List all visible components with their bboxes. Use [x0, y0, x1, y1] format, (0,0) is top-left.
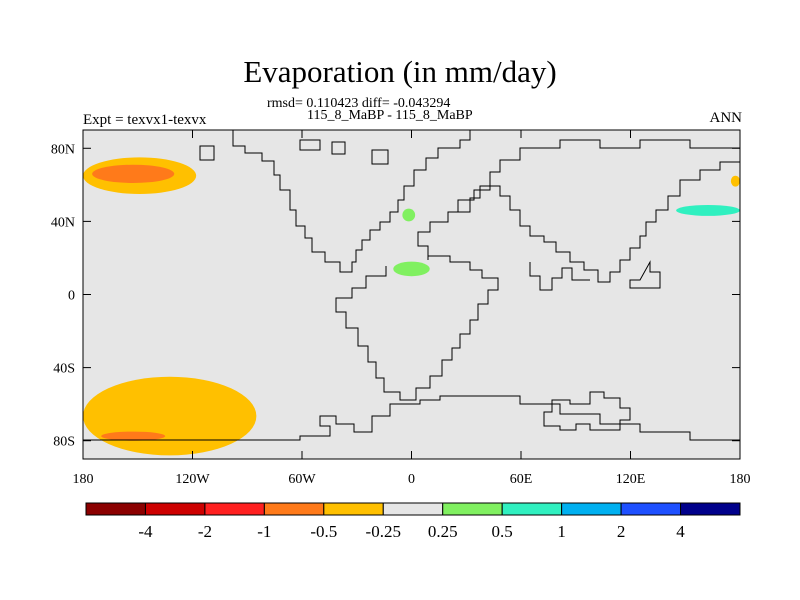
- colorbar-swatch: [85, 502, 146, 516]
- x-tick-label: 0: [408, 472, 415, 487]
- colorbar-swatch: [561, 502, 622, 516]
- season-label: ANN: [709, 110, 743, 126]
- colorbar-swatch: [144, 502, 206, 516]
- colorbar-label: 1: [557, 522, 566, 541]
- x-tick-label: 120E: [616, 472, 646, 487]
- colorbar-label: -2: [198, 522, 212, 541]
- colorbar-label: 2: [617, 522, 626, 541]
- colorbar-label: 0.5: [492, 522, 513, 541]
- colorbar-swatch: [263, 502, 325, 516]
- colorbar-swatch: [501, 502, 563, 516]
- colorbar-label: 4: [676, 522, 685, 541]
- anomaly-layer: [83, 157, 740, 456]
- colorbar: -4 -2 -1 -0.5 -0.25 0.25 0.5 1 2 4: [85, 502, 741, 541]
- colorbar-swatch: [382, 502, 444, 516]
- colorbar-label: -0.5: [310, 522, 337, 541]
- coastlines: [83, 130, 740, 441]
- y-tick-label: 40S: [53, 362, 75, 377]
- experiment-name: 115_8_MaBP - 115_8_MaBP: [307, 108, 473, 123]
- anomaly-region-3: [83, 376, 257, 456]
- y-tick-label: 80S: [53, 435, 75, 450]
- colorbar-label: 0.25: [428, 522, 458, 541]
- colorbar-label: -0.25: [366, 522, 401, 541]
- axes: 180 120W 60W 0 60E 120E 180 80N 40N 0 40S 80S: [51, 130, 751, 487]
- stats-subtitle: rmsd= 0.110423 diff= -0.043294: [267, 96, 451, 111]
- left-label: Expt = texvx1-texvx: [83, 112, 207, 128]
- x-tick-label: 120W: [175, 472, 210, 487]
- colorbar-swatch: [620, 502, 682, 516]
- anomaly-region-4: [101, 431, 166, 441]
- x-tick-label: 60W: [288, 472, 316, 487]
- anomaly-region-7: [393, 261, 430, 277]
- colorbar-swatch: [323, 502, 384, 516]
- colorbar-swatch: [680, 502, 741, 516]
- x-tick-label: 60E: [510, 472, 533, 487]
- anomaly-region-2: [92, 164, 175, 184]
- anomaly-region-8: [730, 175, 740, 187]
- x-tick-label: 180: [730, 472, 751, 487]
- anomaly-region-6: [402, 208, 416, 222]
- anomaly-region-5: [676, 204, 740, 216]
- y-tick-label: 40N: [51, 215, 75, 230]
- colorbar-swatch: [204, 502, 265, 516]
- y-tick-label: 0: [68, 289, 75, 304]
- chart-title: Evaporation (in mm/day): [243, 54, 557, 89]
- colorbar-label: -1: [257, 522, 271, 541]
- y-tick-label: 80N: [51, 142, 75, 157]
- colorbar-swatch: [442, 502, 503, 516]
- colorbar-label: -4: [138, 522, 153, 541]
- x-tick-label: 180: [73, 472, 94, 487]
